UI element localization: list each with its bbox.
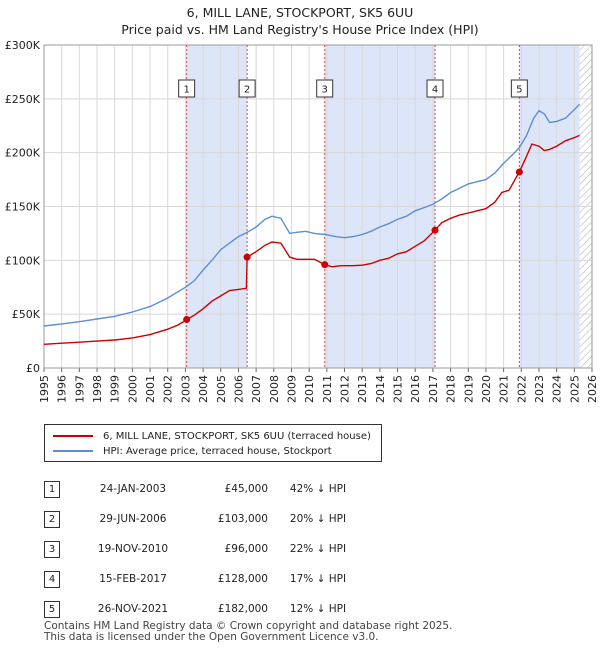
transaction-date: 19-NOV-2010 bbox=[97, 543, 169, 555]
footer-licence: This data is licensed under the Open Gov… bbox=[44, 631, 379, 643]
x-tick-label: 2002 bbox=[162, 375, 175, 403]
transaction-date: 29-JUN-2006 bbox=[99, 513, 167, 525]
transaction-hpi-diff: 22% ↓ HPI bbox=[289, 543, 347, 555]
transaction-price: £182,000 bbox=[217, 603, 268, 615]
y-tick-label: £0 bbox=[26, 362, 40, 375]
plot-frame bbox=[43, 44, 593, 369]
table-row: 1 24-JAN-2003 £45,000 42% ↓ HPI bbox=[44, 474, 368, 504]
transaction-hpi-diff: 20% ↓ HPI bbox=[289, 513, 347, 525]
transaction-hpi-diff: 12% ↓ HPI bbox=[289, 603, 347, 615]
transaction-number: 4 bbox=[44, 570, 60, 588]
sale-badge-box bbox=[238, 79, 256, 98]
x-tick-label: 1996 bbox=[56, 375, 69, 403]
x-tick-label: 2022 bbox=[515, 375, 528, 403]
y-tick-label: £150K bbox=[5, 201, 41, 214]
x-tick-label: 2011 bbox=[321, 375, 334, 403]
x-tick-label: 2013 bbox=[356, 375, 369, 403]
x-tick-label: 1998 bbox=[91, 375, 104, 403]
transaction-date: 24-JAN-2003 bbox=[99, 483, 167, 495]
x-tick-label: 2012 bbox=[339, 375, 352, 403]
legend-label-hpi: HPI: Average price, terraced house, Stoc… bbox=[103, 445, 332, 457]
legend: 6, MILL LANE, STOCKPORT, SK5 6UU (terrac… bbox=[44, 424, 382, 462]
transaction-price: £45,000 bbox=[224, 483, 268, 495]
footer: Contains HM Land Registry data © Crown c… bbox=[44, 621, 452, 643]
legend-swatch-property bbox=[53, 435, 93, 437]
x-tick-label: 2024 bbox=[551, 375, 564, 403]
transaction-date: 15-FEB-2017 bbox=[99, 573, 167, 585]
transaction-number: 2 bbox=[44, 510, 60, 528]
x-tick-label: 2009 bbox=[285, 375, 298, 403]
x-tick-label: 2008 bbox=[268, 375, 281, 403]
x-tick-label: 2019 bbox=[462, 375, 475, 403]
sale-point bbox=[243, 253, 251, 261]
x-tick-label: 2007 bbox=[250, 375, 263, 403]
sale-badge-label: 3 bbox=[322, 85, 328, 96]
sale-badge-box bbox=[316, 79, 334, 98]
transaction-number: 3 bbox=[44, 540, 60, 558]
x-tick-label: 2020 bbox=[480, 375, 493, 403]
x-tick-label: 2017 bbox=[427, 375, 440, 403]
transaction-price: £103,000 bbox=[217, 513, 268, 525]
sale-badge-label: 4 bbox=[432, 85, 438, 96]
x-tick-label: 1995 bbox=[38, 375, 51, 403]
transaction-price: £96,000 bbox=[224, 543, 268, 555]
x-tick-label: 2026 bbox=[586, 375, 599, 403]
x-tick-label: 2003 bbox=[179, 375, 192, 403]
transaction-hpi-diff: 17% ↓ HPI bbox=[289, 573, 347, 585]
legend-item-hpi: HPI: Average price, terraced house, Stoc… bbox=[53, 444, 332, 458]
hpi-line bbox=[43, 103, 581, 327]
x-tick-label: 2000 bbox=[126, 375, 139, 403]
sale-badge-label: 2 bbox=[244, 85, 250, 96]
sale-badge-box bbox=[510, 79, 528, 98]
x-tick-label: 2023 bbox=[533, 375, 546, 403]
transaction-hpi-diff: 42% ↓ HPI bbox=[289, 483, 347, 495]
transactions-table: 1 24-JAN-2003 £45,000 42% ↓ HPI 2 29-JUN-2006… bbox=[44, 474, 368, 624]
transaction-number: 1 bbox=[44, 480, 60, 498]
y-tick-label: £100K bbox=[5, 254, 41, 267]
x-tick-label: 2005 bbox=[215, 375, 228, 403]
table-row: 5 26-NOV-2021 £182,000 12% ↓ HPI bbox=[44, 594, 368, 624]
sale-point bbox=[431, 226, 439, 234]
x-tick-label: 2001 bbox=[144, 375, 157, 403]
table-row: 4 15-FEB-2017 £128,000 17% ↓ HPI bbox=[44, 564, 368, 594]
x-tick-label: 2015 bbox=[392, 375, 405, 403]
transaction-date: 26-NOV-2021 bbox=[97, 603, 169, 615]
x-tick-label: 2014 bbox=[374, 375, 387, 403]
y-tick-label: £250K bbox=[5, 93, 41, 106]
sale-point bbox=[321, 261, 329, 269]
sale-badge-label: 1 bbox=[183, 85, 189, 96]
sale-point bbox=[183, 316, 191, 324]
property-price-line bbox=[43, 134, 580, 345]
chart-title: 6, MILL LANE, STOCKPORT, SK5 6UU bbox=[186, 5, 414, 20]
y-tick-label: £300K bbox=[5, 39, 41, 52]
table-row: 3 19-NOV-2010 £96,000 22% ↓ HPI bbox=[44, 534, 368, 564]
x-tick-label: 2010 bbox=[303, 375, 316, 403]
x-tick-label: 2021 bbox=[498, 375, 511, 403]
y-tick-label: £50K bbox=[12, 308, 41, 321]
legend-label-property: 6, MILL LANE, STOCKPORT, SK5 6UU (terrac… bbox=[103, 430, 371, 442]
sale-badge-box bbox=[426, 79, 444, 98]
footer-copyright: Contains HM Land Registry data © Crown c… bbox=[44, 620, 453, 632]
x-tick-label: 2018 bbox=[445, 375, 458, 403]
sale-badge-box bbox=[178, 79, 196, 98]
sale-badge-label: 5 bbox=[516, 85, 522, 96]
transaction-price: £128,000 bbox=[217, 573, 268, 585]
x-tick-label: 2004 bbox=[197, 375, 210, 403]
legend-item-property: 6, MILL LANE, STOCKPORT, SK5 6UU (terrac… bbox=[53, 429, 371, 443]
price-chart: £0 £50K £100K £150K £200K £250K £300K 1995 1996 1… bbox=[5, 39, 599, 403]
x-tick-label: 1997 bbox=[73, 375, 86, 403]
transaction-number: 5 bbox=[44, 600, 60, 618]
table-row: 2 29-JUN-2006 £103,000 20% ↓ HPI bbox=[44, 504, 368, 534]
x-tick-label: 2006 bbox=[232, 375, 245, 403]
x-tick-label: 2025 bbox=[568, 375, 581, 403]
x-tick-label: 2016 bbox=[409, 375, 422, 403]
y-tick-label: £200K bbox=[5, 147, 41, 160]
sale-point bbox=[515, 168, 523, 176]
x-tick-label: 1999 bbox=[109, 375, 122, 403]
legend-swatch-hpi bbox=[53, 450, 93, 452]
chart-subtitle: Price paid vs. HM Land Registry's House … bbox=[121, 22, 479, 37]
